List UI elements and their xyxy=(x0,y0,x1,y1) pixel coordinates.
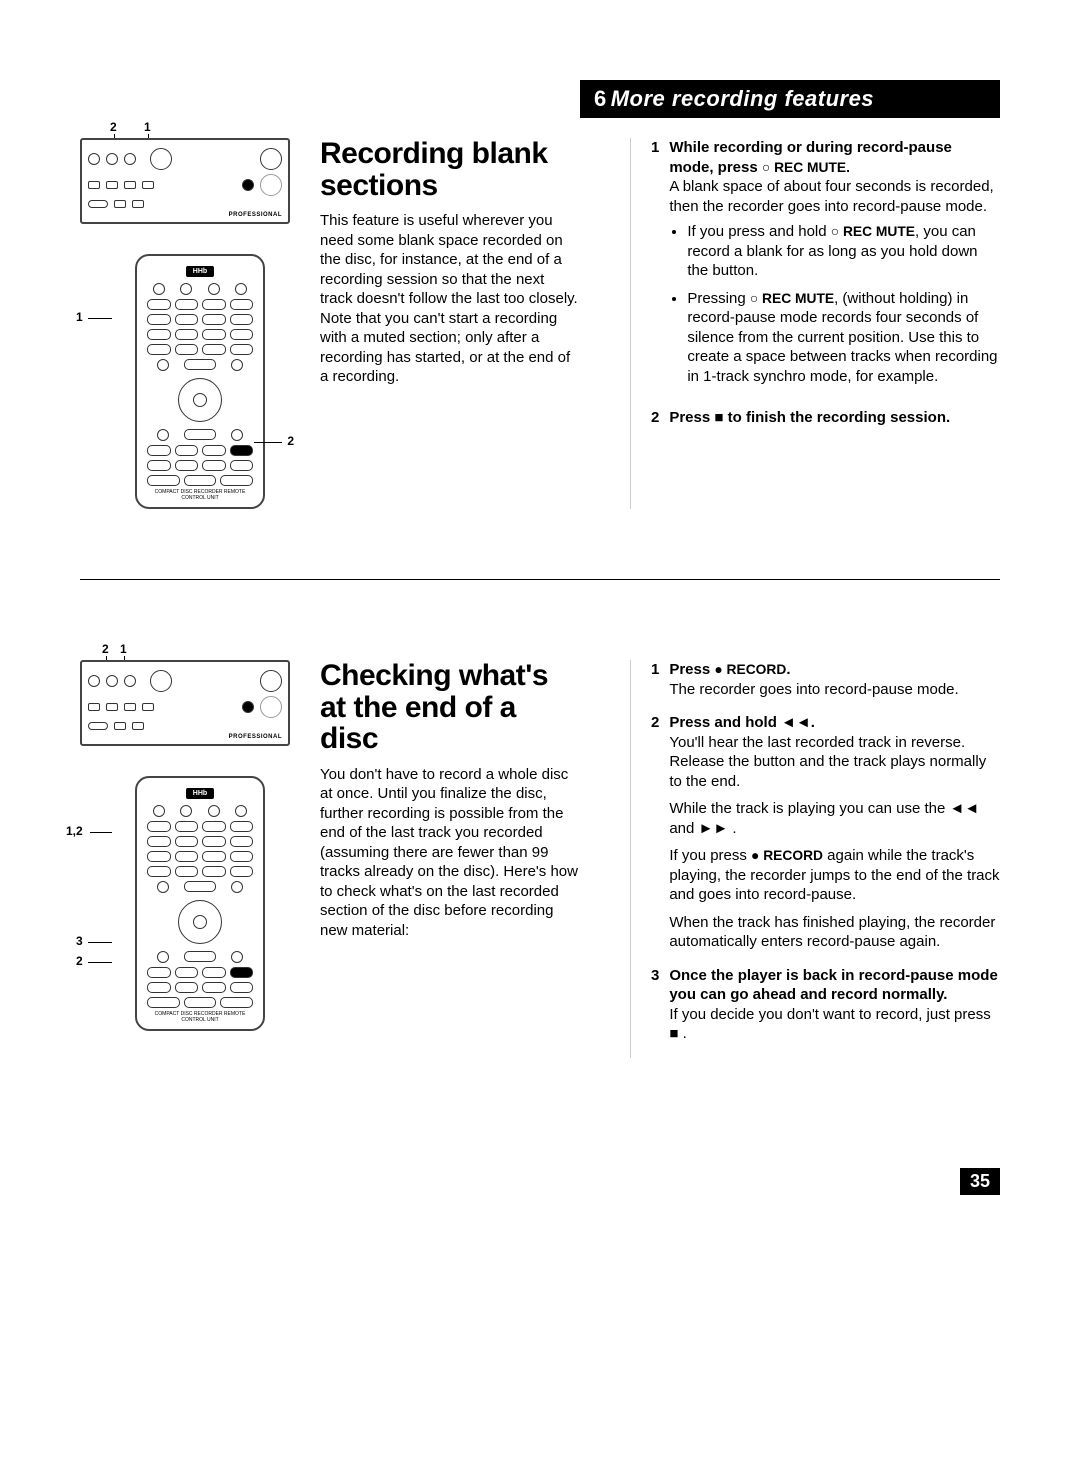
t: . xyxy=(786,661,790,678)
s2-step2-p3: If you press ● RECORD again while the tr… xyxy=(669,846,1000,905)
callout-1: 1 xyxy=(120,642,127,656)
device-diagram-1: 2 1 xyxy=(80,138,290,224)
chapter-title: More recording features xyxy=(611,86,874,111)
t: and xyxy=(669,820,698,837)
t: Pressing xyxy=(687,290,750,307)
page: 6 More recording features 2 1 xyxy=(80,80,1000,1195)
section1-body: This feature is useful wherever you need… xyxy=(320,211,580,387)
step-number: 2 xyxy=(651,713,659,952)
t: While the track is playing you can use t… xyxy=(669,800,949,817)
t: If you press and hold xyxy=(687,223,830,240)
s2-step2-p2: While the track is playing you can use t… xyxy=(669,799,1000,838)
t: If you press xyxy=(669,847,751,864)
step-number: 1 xyxy=(651,660,659,699)
remote-footer: COMPACT DISC RECORDER REMOTE CONTROL UNI… xyxy=(147,1012,253,1023)
t: Press xyxy=(669,661,714,678)
sym-rec-mute: ○ REC MUTE. xyxy=(762,160,850,175)
remote-callout-3: 3 xyxy=(76,934,83,948)
section1-steps: 1 While recording or during record-pause… xyxy=(651,138,1000,428)
remote-brand: HHb xyxy=(186,788,214,799)
t: . xyxy=(678,1025,686,1042)
t: . xyxy=(811,714,815,731)
t: ● RECORD xyxy=(714,662,786,677)
sym: ○ ¢ REC MUTEREC MUTE xyxy=(831,224,915,239)
section-recording-blank: 2 1 xyxy=(80,138,1000,509)
device-diagram-2: 2 1 xyxy=(80,660,290,746)
forward-icon: ►► xyxy=(699,820,729,837)
s2-step2-head: Press and hold ◄◄. xyxy=(669,714,815,731)
rewind-icon: ◄◄ xyxy=(950,800,980,817)
record-icon: ● RECORD xyxy=(751,848,823,863)
step2-head: Press ■ to finish the recording session. xyxy=(669,409,950,426)
page-number: 35 xyxy=(960,1168,1000,1195)
divider xyxy=(80,579,1000,580)
sym: ○ REC MUTE xyxy=(750,291,834,306)
bullet: If you press and hold ○ ¢ REC MUTEREC MU… xyxy=(687,222,1000,281)
device-label: PROFESSIONAL xyxy=(88,734,282,740)
callout-2: 2 xyxy=(110,120,117,134)
device-label: PROFESSIONAL xyxy=(88,212,282,218)
remote-callout-1: 1 xyxy=(76,310,83,324)
s2-step2-p4: When the track has finished playing, the… xyxy=(669,913,1000,952)
record-icon: ● RECORD xyxy=(714,662,786,677)
step-number: 3 xyxy=(651,966,659,1044)
remote-brand: HHb xyxy=(186,266,214,277)
step-number: 2 xyxy=(651,408,659,428)
remote-diagram-2: 1,2 3 2 HHb xyxy=(80,776,290,1031)
s2-step1-head: Press ● RECORD. xyxy=(669,661,790,678)
remote-footer: COMPACT DISC RECORDER REMOTE CONTROL UNI… xyxy=(147,490,253,501)
section2-title: Checking what's at the end of a disc xyxy=(320,660,580,755)
remote-callout-2: 2 xyxy=(287,434,294,448)
section2-body: You don't have to record a whole disc at… xyxy=(320,765,580,941)
section2-steps: 1 Press ● RECORD. The recorder goes into… xyxy=(651,660,1000,1044)
section-checking-end: 2 1 xyxy=(80,660,1000,1058)
t: to finish the recording session. xyxy=(723,409,950,426)
t: Press xyxy=(669,409,714,426)
callout-1: 1 xyxy=(144,120,151,134)
s2-step2-p1: You'll hear the last recorded track in r… xyxy=(669,733,1000,792)
s2-step1-body: The recorder goes into record-pause mode… xyxy=(669,680,1000,700)
callout-2: 2 xyxy=(102,642,109,656)
chapter-number: 6 xyxy=(594,86,606,111)
t: Press and hold xyxy=(669,714,781,731)
remote-diagram-1: 1 2 HHb COMPACT DISC REC xyxy=(80,254,290,509)
section1-title: Recording blank sections xyxy=(320,138,580,201)
step1-body: A blank space of about four seconds is r… xyxy=(669,177,1000,216)
step1-head: While recording or during record-pause m… xyxy=(669,139,952,176)
s2-step3-head: Once the player is back in record-pause … xyxy=(669,967,997,1004)
t: . xyxy=(728,820,736,837)
t: If you decide you don't want to record, … xyxy=(669,1006,990,1023)
remote-callout-2b: 2 xyxy=(76,954,83,968)
bullet: Pressing ○ REC MUTE, (without holding) i… xyxy=(687,289,1000,387)
remote-callout-12: 1,2 xyxy=(66,824,83,838)
rewind-icon: ◄◄ xyxy=(781,714,811,731)
step-number: 1 xyxy=(651,138,659,394)
chapter-header: 6 More recording features xyxy=(580,80,1000,118)
t: REC MUTE. xyxy=(770,160,850,175)
s2-step3-body: If you decide you don't want to record, … xyxy=(669,1005,1000,1044)
